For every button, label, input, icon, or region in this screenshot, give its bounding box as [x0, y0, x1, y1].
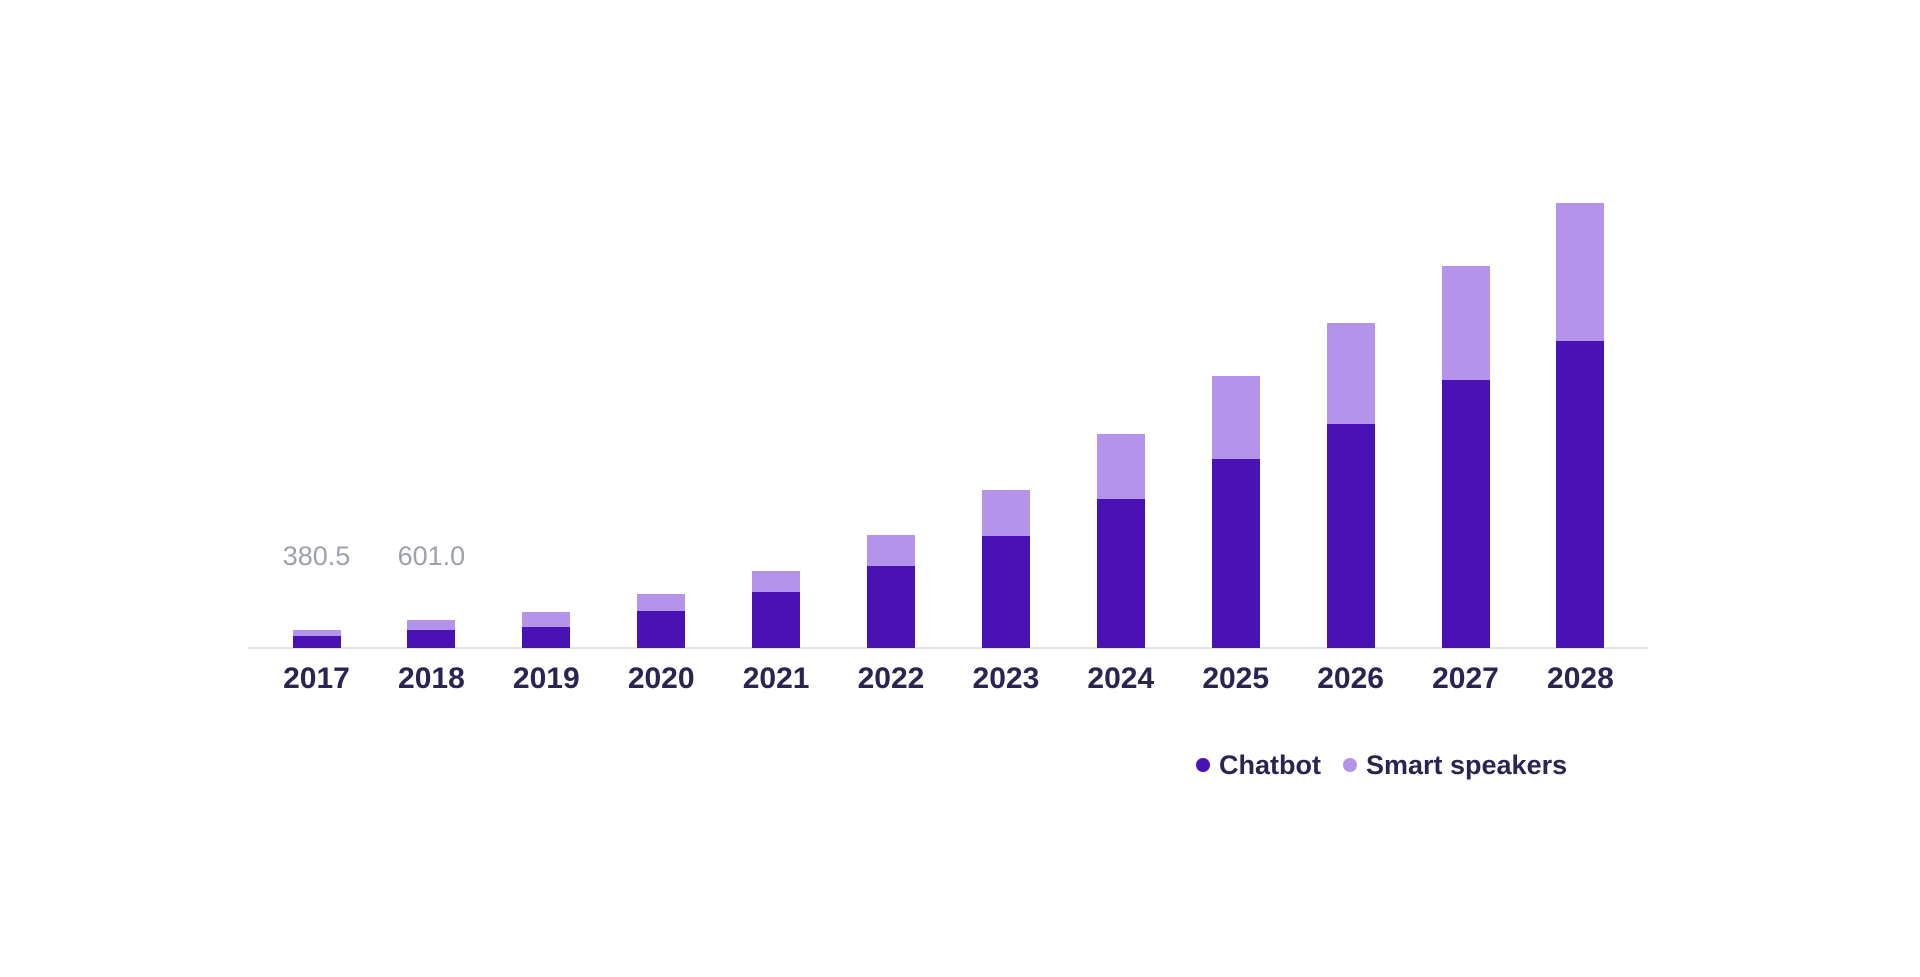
x-axis-label-2020: 2020 [627, 662, 695, 695]
smart-speakers-segment-2027[interactable] [1441, 265, 1490, 380]
chatbot-segment-2028[interactable] [1556, 341, 1605, 648]
chatbot-segment-2024[interactable] [1096, 498, 1145, 648]
x-axis-label-2027: 2027 [1432, 662, 1499, 695]
chatbot-segment-2026[interactable] [1326, 423, 1375, 648]
chatbot-segment-2027[interactable] [1441, 379, 1490, 648]
smart-speakers-segment-2024[interactable] [1096, 433, 1145, 499]
bar-2024[interactable] [1096, 433, 1145, 648]
x-axis-label-2022: 2022 [857, 662, 925, 695]
x-axis-label-2025: 2025 [1202, 662, 1270, 695]
bar-2019[interactable] [522, 611, 571, 648]
x-axis-label-2028: 2028 [1547, 662, 1614, 695]
bar-2020[interactable] [637, 594, 686, 648]
smart-speakers-segment-2021[interactable] [752, 570, 801, 592]
legend-item-smart-speakers[interactable]: Smart speakers [1342, 749, 1568, 781]
bar-2022[interactable] [867, 534, 915, 648]
chatbot-segment-2021[interactable] [752, 592, 801, 648]
legend-dot-smart-speakers-icon [1342, 758, 1357, 772]
bar-2028[interactable] [1556, 203, 1605, 648]
chatbot-segment-2022[interactable] [867, 566, 915, 648]
bar-2025[interactable] [1211, 375, 1260, 648]
smart-speakers-segment-2023[interactable] [981, 489, 1030, 536]
x-axis-label-2018: 2018 [398, 662, 465, 695]
data-label-2018: 601.0 [397, 541, 466, 571]
bar-2027[interactable] [1441, 265, 1490, 648]
smart-speakers-segment-2028[interactable] [1556, 203, 1605, 342]
bar-2017[interactable] [292, 630, 341, 648]
x-axis-label-2026: 2026 [1317, 662, 1384, 695]
x-axis-line [248, 647, 1648, 649]
bar-2018[interactable] [407, 619, 456, 648]
legend-dot-chatbot-icon [1196, 758, 1210, 772]
legend-item-chatbot[interactable]: Chatbot [1196, 749, 1321, 781]
x-axis-label-2023: 2023 [972, 662, 1040, 695]
smart-speakers-segment-2025[interactable] [1211, 375, 1260, 460]
legend: Chatbot Smart speakers [1196, 749, 1567, 781]
smart-speakers-segment-2020[interactable] [637, 594, 686, 611]
smart-speakers-segment-2026[interactable] [1326, 323, 1375, 424]
bar-2021[interactable] [752, 570, 801, 648]
legend-label-smart-speakers: Smart speakers [1365, 750, 1568, 780]
chatbot-segment-2023[interactable] [981, 535, 1030, 648]
smart-speakers-segment-2022[interactable] [867, 534, 915, 566]
data-label-2017: 380.5 [282, 541, 351, 571]
chatbot-segment-2025[interactable] [1211, 459, 1260, 648]
chatbot-segment-2019[interactable] [522, 626, 571, 648]
chatbot-segment-2020[interactable] [637, 610, 686, 648]
bar-2023[interactable] [981, 489, 1030, 648]
smart-speakers-segment-2018[interactable] [407, 619, 456, 630]
x-axis-label-2021: 2021 [742, 662, 810, 695]
smart-speakers-segment-2019[interactable] [522, 611, 571, 627]
x-axis-label-2019: 2019 [512, 662, 580, 695]
x-axis-label-2017: 2017 [283, 662, 350, 695]
smart-speakers-segment-2017[interactable] [292, 630, 341, 636]
chatbot-segment-2017[interactable] [292, 635, 341, 648]
x-axis-label-2024: 2024 [1087, 662, 1155, 695]
bar-2026[interactable] [1326, 323, 1375, 648]
legend-label-chatbot: Chatbot [1219, 750, 1321, 780]
chatbot-segment-2018[interactable] [407, 629, 456, 648]
